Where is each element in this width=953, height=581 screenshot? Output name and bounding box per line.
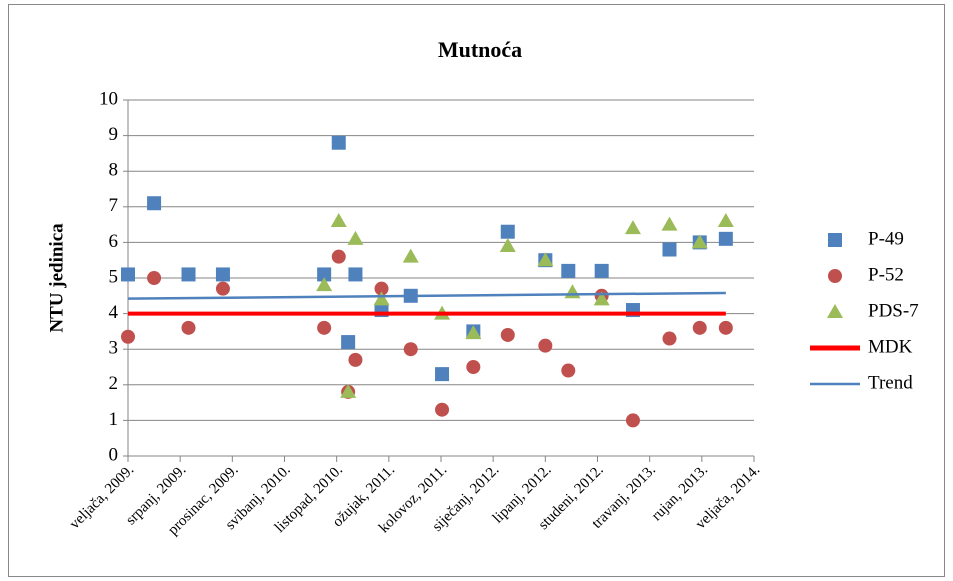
point (121, 329, 135, 344)
point (341, 335, 356, 350)
point (692, 320, 707, 335)
point (331, 249, 346, 264)
point (561, 363, 576, 378)
y-tick-label: 9 (109, 124, 119, 145)
point (373, 291, 390, 306)
point (718, 231, 733, 246)
point (691, 234, 708, 249)
point (181, 267, 196, 282)
point (625, 413, 640, 428)
point (662, 242, 677, 257)
point (465, 325, 482, 340)
legend-swatch (827, 304, 843, 318)
legend-label: P-52 (868, 264, 904, 285)
point (330, 213, 347, 228)
legend-label: MDK (868, 336, 913, 357)
point (403, 342, 418, 357)
point (147, 271, 162, 285)
point (374, 281, 389, 296)
y-tick-label: 8 (109, 160, 119, 181)
chart-title: Mutnoća (438, 37, 522, 62)
point (661, 216, 678, 231)
point (121, 267, 135, 282)
y-tick-label: 10 (99, 88, 118, 109)
legend-swatch (828, 233, 842, 247)
point (466, 360, 481, 374)
point (348, 352, 363, 367)
legend-label: Trend (868, 372, 913, 393)
point (348, 267, 363, 282)
point (435, 367, 450, 382)
point (593, 291, 610, 306)
point (538, 338, 553, 353)
point (147, 196, 162, 211)
point (316, 277, 333, 292)
point (402, 248, 419, 263)
point (537, 252, 554, 267)
point (500, 224, 515, 239)
point (435, 402, 450, 417)
y-tick-label: 5 (109, 266, 119, 287)
point (347, 230, 364, 245)
point (500, 327, 515, 342)
y-tick-label: 7 (109, 195, 119, 216)
y-tick-label: 3 (109, 338, 119, 359)
point (624, 220, 641, 235)
point (317, 267, 332, 282)
legend-label: P-49 (868, 228, 904, 249)
point (181, 320, 196, 335)
y-tick-label: 1 (109, 409, 119, 430)
point (215, 267, 230, 282)
point (215, 281, 230, 296)
y-tick-label: 2 (109, 373, 119, 394)
point (499, 237, 516, 252)
y-tick-label: 0 (109, 444, 119, 465)
point (331, 135, 346, 150)
y-axis-label: NTU jedinica (46, 223, 67, 333)
point (317, 320, 332, 335)
y-tick-label: 4 (109, 302, 119, 323)
point (561, 263, 576, 278)
legend-swatch (828, 269, 842, 283)
point (717, 213, 734, 228)
line (127, 291, 726, 300)
point (718, 320, 733, 335)
point (340, 383, 357, 398)
legend-label: PDS-7 (868, 300, 919, 321)
point (594, 263, 609, 278)
y-tick-label: 6 (109, 231, 119, 252)
point (662, 331, 677, 346)
